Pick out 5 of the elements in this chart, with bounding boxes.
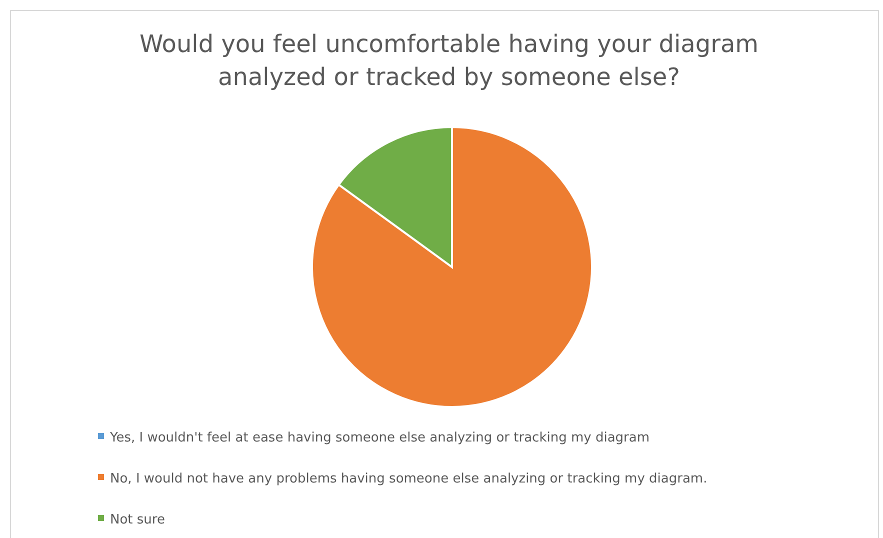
- pie-slice: [311, 126, 593, 408]
- legend-label: No, I would not have any problems having someone else analyzing or tracking my diagram.: [110, 472, 708, 487]
- chart-title: Would you feel uncomfortable having your diagram analyzed or tracked by someone else?: [139, 30, 759, 91]
- legend-label: Not sure: [110, 512, 165, 528]
- legend-label: Yes, I wouldn't feel at ease having someone else analyzing or tracking my diagram: [109, 430, 650, 446]
